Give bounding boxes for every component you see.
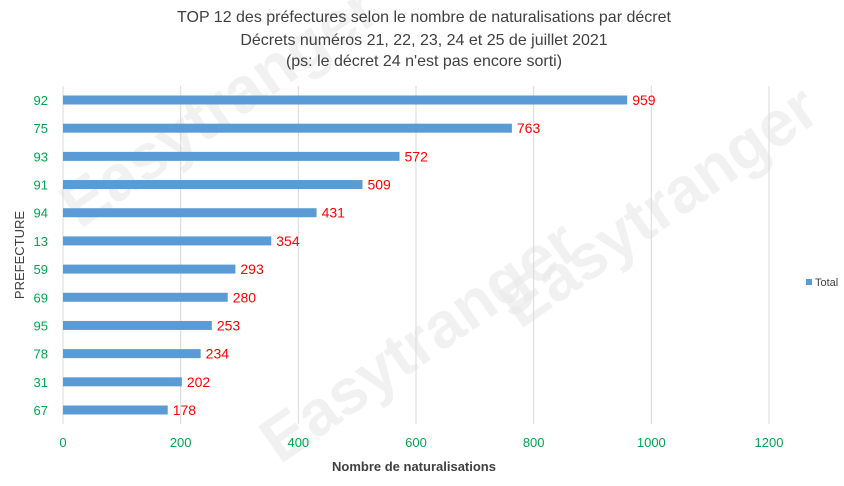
y-tick-label: 78 (34, 347, 48, 362)
y-axis-label: PREFECTURE (12, 211, 27, 299)
bar (63, 151, 400, 161)
data-label: 763 (517, 120, 541, 136)
bar (63, 292, 228, 302)
bar (63, 236, 272, 246)
x-tick-label: 800 (523, 435, 545, 450)
chart-title-line-1: TOP 12 des préfectures selon le nombre d… (177, 9, 671, 26)
y-tick-label: 95 (34, 318, 48, 333)
bar (63, 349, 201, 359)
x-tick-label: 1000 (637, 435, 666, 450)
data-label: 202 (187, 374, 211, 390)
data-label: 354 (276, 233, 300, 249)
x-tick-label: 600 (405, 435, 427, 450)
bar (63, 320, 212, 330)
x-tick-label: 1200 (755, 435, 784, 450)
bar (63, 95, 628, 105)
bar (63, 405, 168, 415)
data-label: 234 (206, 346, 230, 362)
y-tick-label: 91 (34, 178, 48, 193)
data-label: 293 (240, 261, 264, 277)
data-label: 280 (233, 289, 257, 305)
x-tick-label: 200 (170, 435, 192, 450)
bar (63, 208, 317, 218)
data-label: 431 (322, 205, 346, 221)
y-tick-label: 59 (34, 262, 48, 277)
bar (63, 123, 512, 133)
y-tick-label: 69 (34, 290, 48, 305)
x-axis-label: Nombre de naturalisations (332, 459, 496, 474)
x-tick-label: 400 (287, 435, 309, 450)
legend-label-total: Total (815, 277, 838, 289)
y-tick-label: 67 (34, 403, 48, 418)
data-label: 959 (632, 92, 656, 108)
data-label: 572 (405, 148, 429, 164)
chart-title-line-3: (ps: le décret 24 n'est pas encore sorti… (286, 53, 562, 70)
y-tick-label: 31 (34, 375, 48, 390)
y-tick-label: 92 (34, 93, 48, 108)
y-tick-label: 13 (34, 234, 48, 249)
bar (63, 264, 236, 274)
data-label: 253 (217, 317, 241, 333)
chart-title-line-2: Décrets numéros 21, 22, 23, 24 et 25 de … (240, 32, 607, 49)
y-tick-label: 93 (34, 149, 48, 164)
bar (63, 180, 363, 190)
legend-swatch-total (806, 279, 812, 285)
bar (63, 377, 182, 387)
data-label: 178 (173, 402, 197, 418)
y-tick-label: 94 (34, 206, 48, 221)
data-label: 509 (367, 177, 391, 193)
y-tick-label: 75 (34, 121, 48, 136)
x-tick-label: 0 (59, 435, 66, 450)
